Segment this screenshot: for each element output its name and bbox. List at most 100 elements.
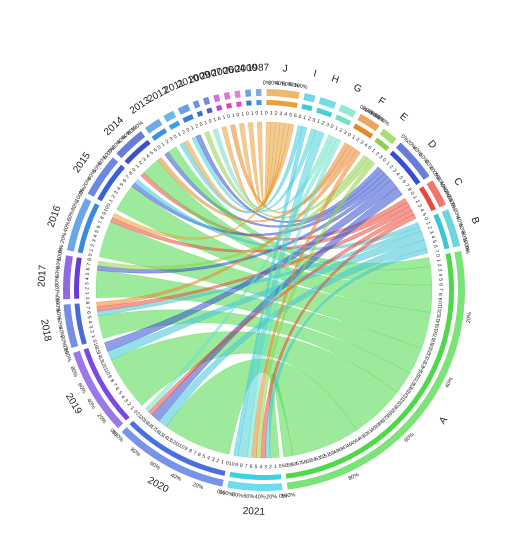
count-tick-label: 0 <box>381 157 387 163</box>
sector-label: H <box>330 73 340 86</box>
percent-tick-label: 40% <box>255 494 266 500</box>
count-tick-label: 6 <box>438 283 444 286</box>
count-tick-label: 11 <box>437 306 444 312</box>
sector-arc <box>168 120 181 130</box>
percent-tick-label: 20% <box>96 413 108 425</box>
count-tick-label: 5 <box>437 278 443 281</box>
sector-label: F <box>376 95 387 108</box>
count-tick-label: 3 <box>122 398 129 404</box>
count-tick-label: 1 <box>190 125 195 132</box>
count-tick-label: 3 <box>359 139 365 146</box>
count-tick-label: 2 <box>426 226 433 231</box>
percent-tick-label: 60% <box>403 432 415 444</box>
ribbon <box>233 126 308 457</box>
count-tick-label: 6 <box>114 386 121 392</box>
ribbon <box>144 136 338 413</box>
sector-label: 2015 <box>71 150 93 175</box>
sector-label: 2018 <box>38 318 53 342</box>
percent-tick-label: 80% <box>97 154 109 166</box>
percent-track <box>357 113 380 132</box>
count-tick-label: 6 <box>293 113 297 119</box>
count-tick-label: 4 <box>86 320 92 324</box>
sector-arc <box>433 213 450 250</box>
count-tick-label: 13 <box>436 315 443 322</box>
percent-tick-label: 20% <box>60 232 69 244</box>
percent-tick-label: 0% <box>359 104 369 113</box>
count-tick-label: 10 <box>103 205 111 213</box>
ribbon <box>239 122 281 207</box>
count-tick-label: 16 <box>92 342 100 349</box>
count-tick-label: 8 <box>438 293 444 296</box>
count-tick-label: 36 <box>384 412 392 420</box>
count-tick-label: 2 <box>138 160 144 166</box>
percent-track <box>192 100 201 109</box>
percent-tick-label: 20% <box>59 335 68 347</box>
sector-arc <box>129 420 226 476</box>
percent-tick-label: 100% <box>54 298 61 313</box>
count-tick-label: 41 <box>366 428 374 436</box>
percent-tick-label: 40% <box>87 169 98 182</box>
count-tick-label: 4 <box>437 273 443 277</box>
percent-tick-label: 60% <box>76 382 87 395</box>
count-tick-label: 8 <box>240 463 244 469</box>
percent-track <box>63 255 73 300</box>
count-tick-label: 6 <box>432 244 439 248</box>
percent-track <box>234 90 241 99</box>
percent-tick-label: 20% <box>54 285 60 296</box>
sector-label: 2000 <box>235 62 258 75</box>
percent-track <box>245 89 252 97</box>
ribbon <box>96 205 413 312</box>
ribbon <box>230 124 350 214</box>
percent-tick-label: 0% <box>449 202 458 212</box>
percent-tick-label: 80% <box>69 366 79 379</box>
count-tick-label: 3 <box>211 457 216 464</box>
percent-tick-label: 20% <box>266 494 277 500</box>
sector-arc <box>83 347 130 421</box>
count-tick-label: 16 <box>432 329 439 336</box>
sector-label: B <box>468 216 481 226</box>
ribbon <box>112 123 294 240</box>
count-tick-label: 7 <box>97 220 104 225</box>
count-tick-label: 14 <box>95 351 103 359</box>
count-tick-label: 13 <box>165 436 173 444</box>
percent-track <box>213 94 221 103</box>
count-tick-label: 23 <box>421 361 429 369</box>
percent-tick-label: 80% <box>232 492 244 499</box>
count-tick-label: 2 <box>388 164 394 170</box>
count-tick-label: 9 <box>106 374 113 380</box>
count-tick-label: 3 <box>87 325 93 329</box>
count-tick-label: 55 <box>305 458 312 465</box>
count-tick-label: 17 <box>431 334 438 341</box>
percent-track <box>223 92 231 100</box>
percent-track <box>255 89 262 97</box>
count-tick-label: 57 <box>296 460 303 467</box>
percent-tick-label: 60% <box>281 81 293 88</box>
percent-tick-label: 60% <box>243 494 255 501</box>
count-tick-label: 7 <box>244 463 248 469</box>
percent-track <box>379 128 397 145</box>
count-tick-label: 0 <box>225 460 229 466</box>
count-tick-label: 2 <box>90 243 97 247</box>
sector-arc <box>216 104 223 111</box>
sector-arc <box>374 137 390 152</box>
count-tick-label: 1 <box>303 115 307 122</box>
count-tick-label: 40 <box>370 425 378 433</box>
percent-track <box>121 427 224 487</box>
ribbon <box>168 146 431 271</box>
percent-tick-label: 40% <box>438 181 449 194</box>
count-tick-label: 0 <box>236 112 240 118</box>
count-tick-label: 17 <box>149 424 157 432</box>
ribbon <box>195 134 382 223</box>
count-tick-label: 22 <box>423 357 431 365</box>
percent-tick-label: 0% <box>107 145 117 155</box>
count-tick-label: 34 <box>391 405 399 413</box>
count-tick-label: 0 <box>131 167 137 173</box>
count-tick-label: 31 <box>400 394 408 402</box>
count-tick-label: 49 <box>333 448 341 456</box>
count-tick-label: 29 <box>406 386 414 394</box>
count-tick-label: 11 <box>101 364 109 371</box>
count-tick-label: 2 <box>321 120 326 127</box>
count-tick-label: 9 <box>438 297 444 300</box>
count-tick-label: 7 <box>86 262 92 266</box>
percent-tick-label: 0% <box>108 428 118 438</box>
